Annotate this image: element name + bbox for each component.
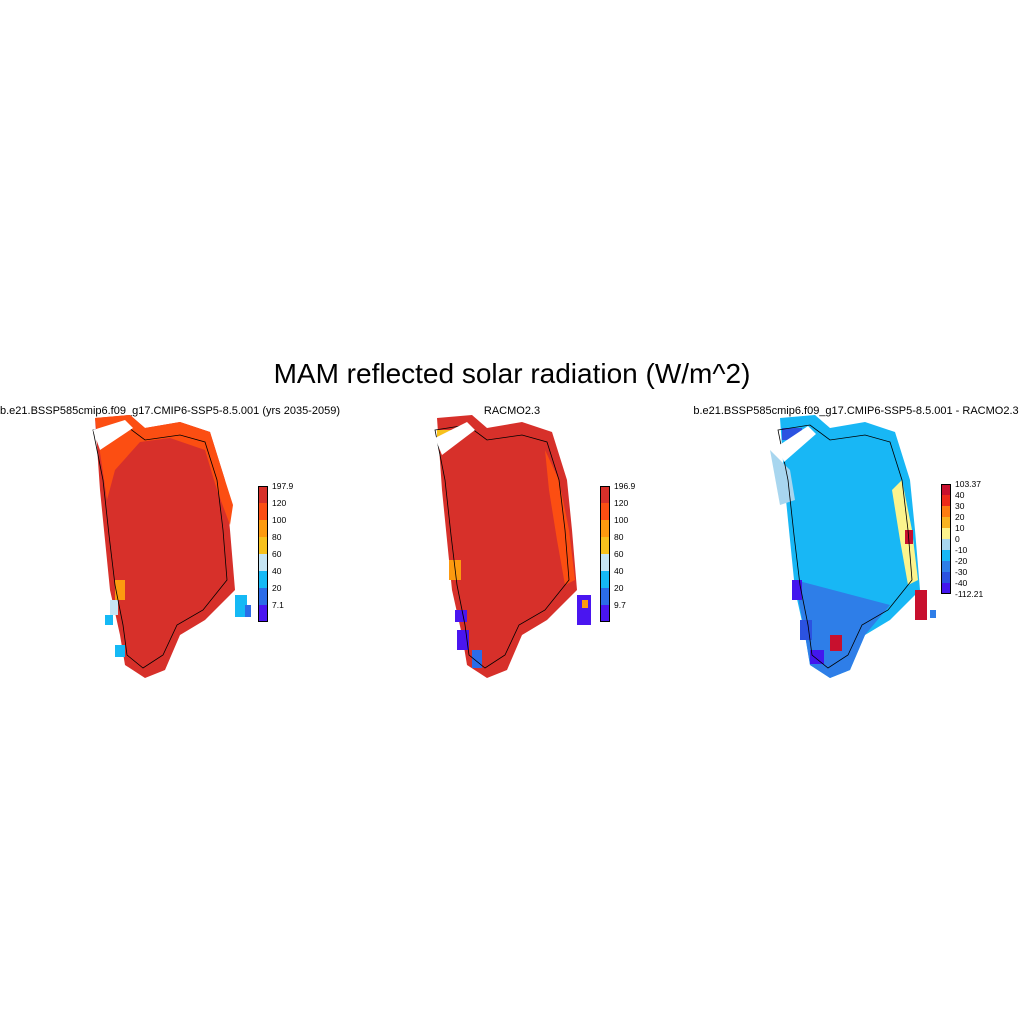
panel-title-diff: b.e21.BSSP585cmip6.f09_g17.CMIP6-SSP5-8.…: [693, 405, 1019, 417]
colorbar-label: 20: [272, 583, 282, 593]
colorbar-label: -112.21: [955, 589, 984, 599]
coastal-cell: [235, 595, 247, 617]
panel-title-racmo: RACMO2.3: [483, 405, 541, 417]
coastal-cell: [830, 635, 842, 651]
map-cells-racmo: [434, 415, 591, 678]
colorbar-label: -30: [955, 567, 968, 577]
coastal-cell: [115, 580, 125, 600]
colorbar-label: 30: [955, 501, 965, 511]
coastline: [777, 424, 913, 669]
coastal-cell: [115, 645, 125, 657]
white-gap: [778, 426, 816, 462]
coastal-cell: [105, 615, 113, 625]
white-gap: [93, 420, 133, 450]
colorbar-frame: [600, 486, 610, 622]
coastal-cell: [110, 600, 118, 615]
colorbar-label: -20: [955, 556, 968, 566]
greenland-map-racmo: [434, 415, 591, 678]
ice-sheet-field: [437, 415, 577, 678]
ice-sheet-field: [95, 415, 235, 678]
colorbar-label: 40: [955, 490, 965, 500]
colorbar-label: 60: [272, 549, 282, 559]
greenland-map-diff: [770, 415, 936, 678]
coastal-cell: [582, 600, 588, 608]
coastal-cell: [800, 620, 812, 640]
colorbar-label: 196.9: [614, 481, 636, 491]
coastline: [92, 424, 228, 669]
figure-title: MAM reflected solar radiation (W/m^2): [273, 358, 751, 389]
coastal-cells: [95, 415, 233, 525]
colorbar-diff: 103.37 40 30 20 10 0 -10 -20 -30 -40 -112.21: [941, 479, 983, 599]
coastal-cell: [792, 580, 802, 600]
colorbar-label: 40: [272, 566, 282, 576]
colorbar-racmo: 196.9 120 100 80 60 40 20 9.7: [600, 481, 635, 622]
colorbar-label: 40: [614, 566, 624, 576]
coastal-cell: [930, 610, 936, 618]
colorbar-label: 120: [614, 498, 629, 508]
colorbar-label: 80: [614, 532, 624, 542]
map-cells-diff: [770, 415, 936, 678]
coastal-cell: [577, 595, 591, 625]
coastline: [434, 424, 570, 669]
greenland-map-model: [92, 415, 251, 678]
coastal-cell: [810, 650, 824, 664]
colorbar-label: 103.37: [955, 479, 981, 489]
colorbar-label: 20: [614, 583, 624, 593]
colorbar-label: 9.7: [614, 600, 626, 610]
colorbar-label: 100: [272, 515, 287, 525]
colorbar-label: 60: [614, 549, 624, 559]
colorbar-label: 7.1: [272, 600, 284, 610]
coastal-cell: [915, 590, 927, 620]
coastal-cell: [245, 605, 251, 617]
colorbar-label: 80: [272, 532, 282, 542]
colorbar-label: 20: [955, 512, 965, 522]
colorbar-label: -10: [955, 545, 968, 555]
coastal-cell: [472, 650, 482, 668]
colorbar-model: 197.9 120 100 80 60 40 20 7.1: [258, 481, 293, 622]
colorbar-label: 197.9: [272, 481, 294, 491]
colorbar-label: 120: [272, 498, 287, 508]
colorbar-label: -40: [955, 578, 968, 588]
panel-title-model: b.e21.BSSP585cmip6.f09_g17.CMIP6-SSP5-8.…: [0, 405, 340, 417]
coastal-cell: [455, 610, 467, 622]
colorbar-frame: [941, 484, 951, 594]
map-cells-model: [92, 415, 251, 678]
coastal-cell: [905, 530, 913, 544]
colorbar-frame: [258, 486, 268, 622]
colorbar-label: 10: [955, 523, 965, 533]
coastal-cells: [545, 450, 575, 585]
coastal-negative: [770, 450, 795, 505]
colorbar-label: 100: [614, 515, 629, 525]
white-gap: [435, 422, 475, 455]
colorbar-label: 0: [955, 534, 960, 544]
